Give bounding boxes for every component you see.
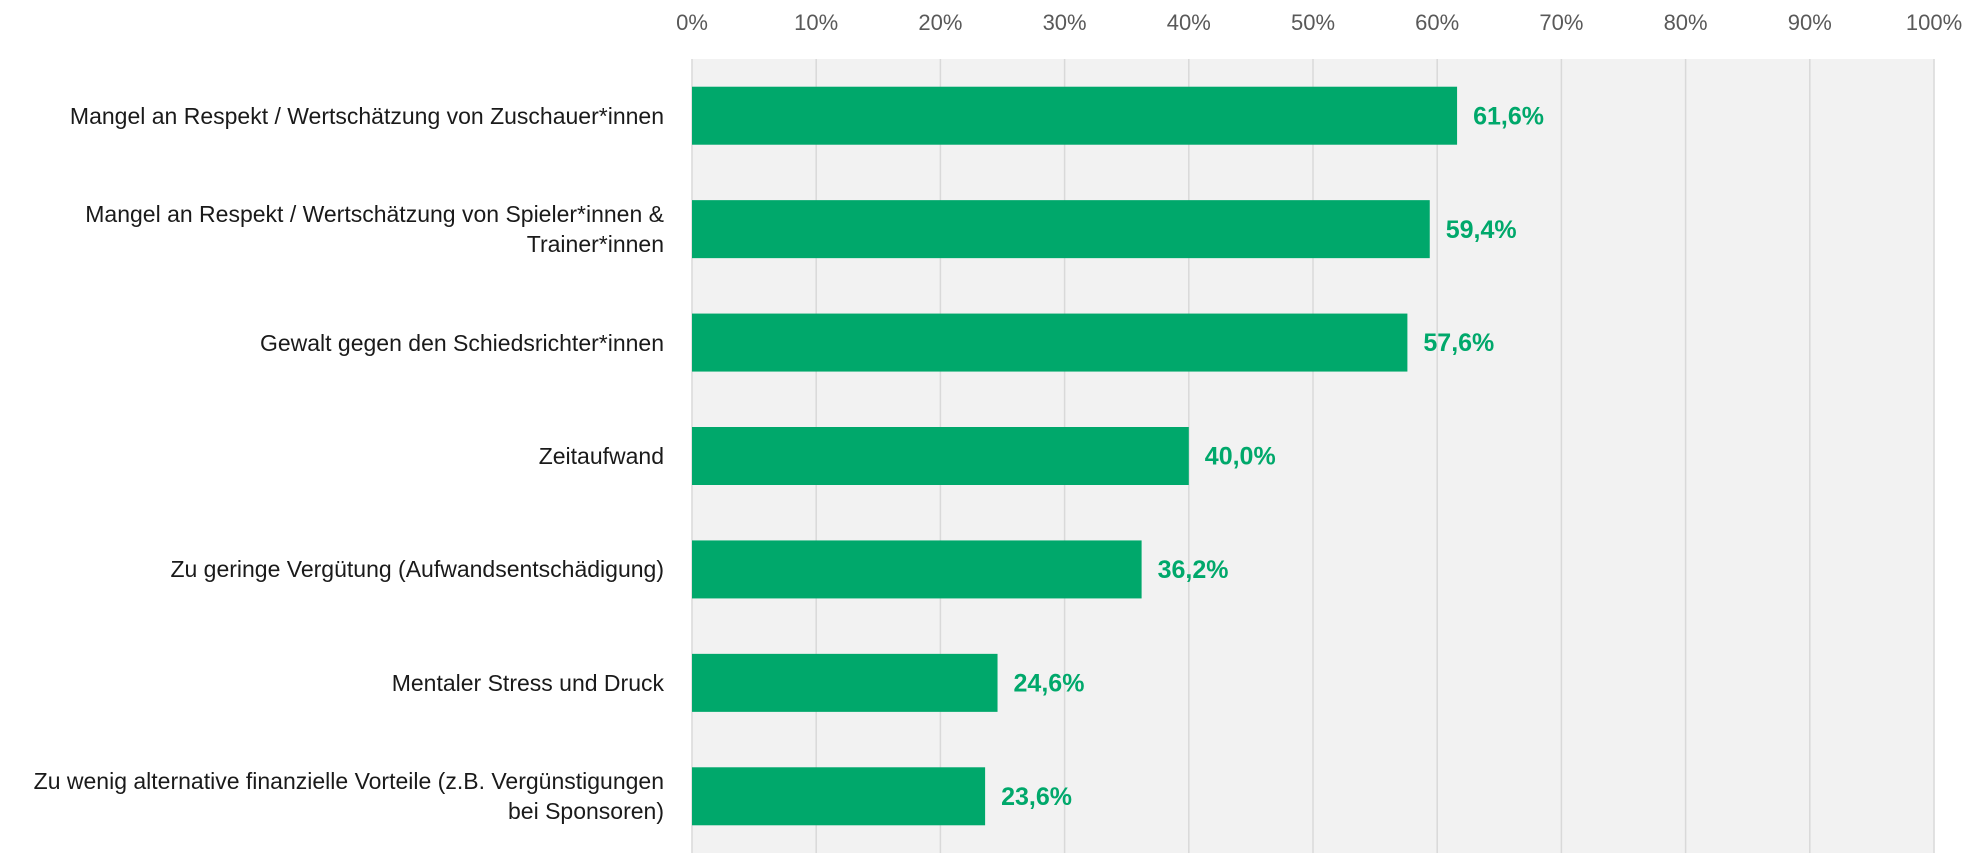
bar: [692, 653, 998, 712]
x-tick-label: 100%: [1906, 10, 1962, 35]
value-label: 40,0%: [1205, 443, 1276, 471]
value-label: 61,6%: [1473, 102, 1544, 130]
y-tick-label: Zu wenig alternative finanzielle Vorteil…: [33, 768, 664, 825]
y-tick-label: Gewalt gegen den Schiedsrichter*innen: [259, 329, 664, 356]
x-tick-label: 0%: [676, 10, 708, 35]
x-tick-label: 60%: [1415, 10, 1459, 35]
y-tick-label: Mentaler Stress und Druck: [391, 669, 664, 696]
x-tick-label: 30%: [1043, 10, 1087, 35]
value-label: 23,6%: [1001, 783, 1072, 811]
value-label: 59,4%: [1446, 216, 1517, 244]
x-tick-label: 70%: [1539, 10, 1583, 35]
y-tick-label: Mangel an Respekt / Wertschätzung von Zu…: [69, 102, 664, 129]
x-tick-label: 20%: [918, 10, 962, 35]
value-label: 36,2%: [1158, 556, 1229, 584]
bar: [692, 427, 1189, 485]
bar: [692, 86, 1458, 145]
y-tick-label: Zu geringe Vergütung (Aufwandsentschädig…: [170, 556, 664, 583]
x-tick-label: 10%: [794, 10, 838, 35]
y-tick-label: Mangel an Respekt / Wertschätzung von Sp…: [85, 201, 664, 258]
bar: [692, 200, 1430, 259]
bar: [692, 767, 986, 826]
value-label: 57,6%: [1423, 329, 1494, 357]
x-tick-label: 80%: [1664, 10, 1708, 35]
x-tick-label: 90%: [1788, 10, 1832, 35]
x-tick-label: 40%: [1167, 10, 1211, 35]
value-label: 24,6%: [1014, 669, 1085, 697]
y-tick-label: Zeitaufwand: [538, 443, 664, 469]
x-tick-label: 50%: [1291, 10, 1335, 35]
bar: [692, 540, 1142, 599]
bar: [692, 313, 1408, 372]
